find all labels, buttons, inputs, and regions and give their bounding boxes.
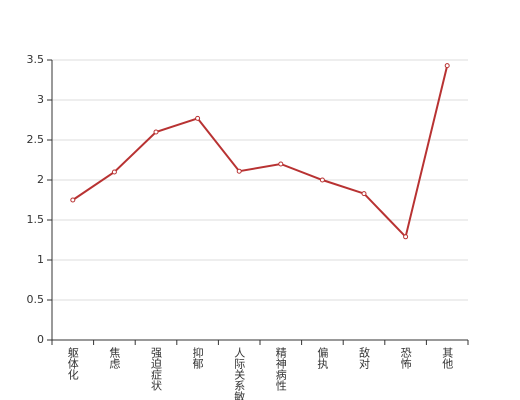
x-tick-label: 其他 [441, 347, 454, 369]
x-tick-label: 焦虑 [108, 347, 121, 369]
x-tick-label: 偏执 [316, 346, 329, 370]
x-tick-label: 恐怖 [399, 347, 412, 369]
y-tick-label: 1 [37, 253, 44, 266]
point [278, 161, 284, 167]
point [70, 197, 76, 203]
y-tick-label: 3 [37, 93, 44, 106]
point [403, 234, 409, 240]
x-tick-label: 精神病性 [274, 347, 287, 392]
x-tick-label: 抑郁 [191, 346, 204, 369]
y-tick-label: 1.5 [27, 213, 45, 226]
point [444, 63, 450, 69]
y-tick-label: 2 [37, 173, 44, 186]
x-tick-label: 强迫症状 [150, 347, 163, 391]
point [111, 169, 117, 175]
y-tick-label: 0 [37, 333, 44, 346]
point [361, 191, 367, 197]
point [319, 177, 325, 183]
point [153, 129, 159, 135]
x-tick-label: 躯体化 [66, 347, 79, 381]
y-tick-label: 3.5 [27, 53, 45, 66]
point [195, 115, 201, 121]
x-tick-label: 敌对 [358, 346, 371, 369]
y-tick-label: 2.5 [27, 133, 45, 146]
line [72, 65, 449, 239]
y-tick-label: 0.5 [27, 293, 45, 306]
x-tick-label: 人际关系敏感 [233, 347, 246, 400]
point [236, 168, 242, 174]
